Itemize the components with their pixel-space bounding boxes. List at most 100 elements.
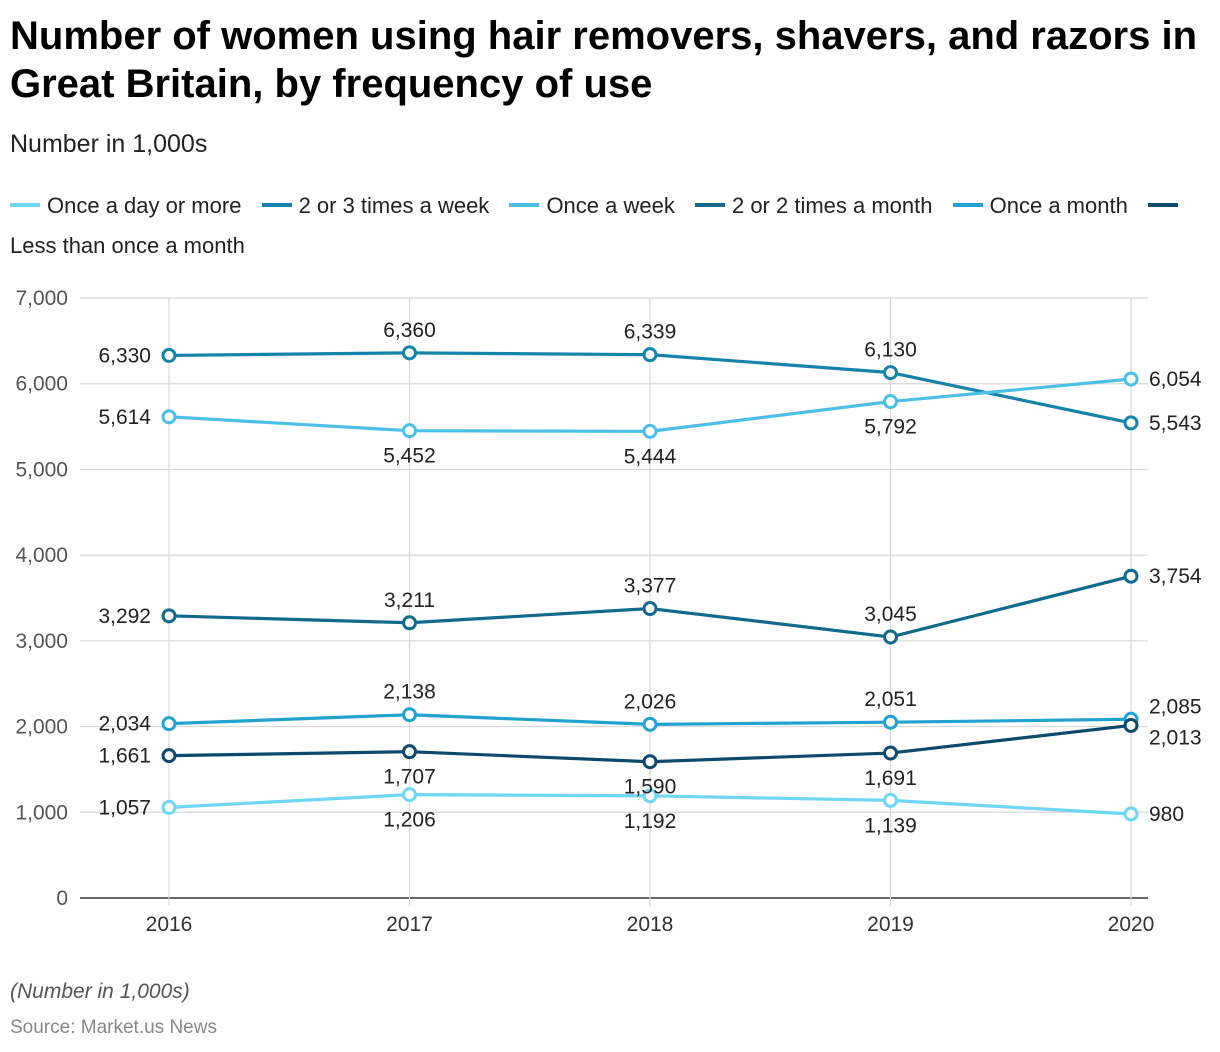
data-label: 5,792 [864,416,917,439]
data-point [642,788,658,804]
x-tick-label: 2016 [146,913,193,936]
data-label: 1,206 [383,809,436,832]
data-point [883,714,898,730]
data-point [402,744,417,760]
data-label: 1,192 [624,810,677,833]
legend-item[interactable]: Once a day or more [10,193,241,218]
legend-item[interactable]: 2 or 3 times a week [261,193,490,218]
data-label: 2,138 [383,681,436,704]
legend-label: Once a month [989,193,1128,218]
data-point [1123,806,1139,822]
data-label: 980 [1149,803,1184,826]
data-point [1123,415,1139,431]
data-label: 3,211 [384,589,435,612]
legend-label: 2 or 2 times a month [731,193,933,218]
legend-label: Once a day or more [47,193,242,218]
y-tick-label: 6,000 [15,373,68,396]
legend-swatch [694,203,725,208]
data-point [642,347,658,363]
data-label: 2,026 [624,690,677,713]
data-point [402,615,417,631]
x-tick-label: 2020 [1108,913,1155,936]
data-label: 1,707 [383,766,436,789]
chart-title: Number of women using hair removers, sha… [10,14,1198,106]
data-label: 3,377 [624,575,677,598]
data-point [642,754,658,770]
data-point [883,394,898,410]
data-label: 6,339 [624,321,677,344]
line-chart: 0 1,000 2,000 3,000 4,000 5,000 6,000 7,000 201… [15,287,1201,936]
data-label: 3,754 [1149,565,1202,588]
x-tick-label: 2018 [627,913,674,936]
data-label: 2,013 [1149,726,1202,749]
y-tick-label: 3,000 [15,630,68,653]
data-label: 1,057 [98,796,151,819]
data-label: 5,452 [383,445,436,468]
data-point [161,716,177,732]
data-label: 3,292 [98,605,151,628]
data-label: 2,085 [1149,695,1202,718]
legend-swatch [1147,203,1178,208]
chart-subtitle: Number in 1,000s [10,130,208,158]
data-label: 2,051 [864,688,917,711]
footnote: (Number in 1,000s) [10,980,190,1003]
x-tick-label: 2017 [386,913,433,936]
legend-label: Less than once a month [10,233,245,258]
legend-item[interactable]: Once a month [952,193,1128,218]
legend-item[interactable]: Less than once a month [10,193,1185,258]
legend-item[interactable]: 2 or 2 times a month [694,193,933,218]
data-label: 6,360 [383,319,436,342]
data-point [161,748,177,764]
data-point [402,345,417,361]
data-label: 6,330 [98,344,151,367]
grid-lines [80,297,1148,906]
data-label: 1,691 [864,767,917,790]
data-label: 3,045 [864,603,917,626]
data-point [161,409,177,425]
data-label: 5,614 [98,406,151,429]
y-tick-label: 1,000 [15,801,68,824]
data-label: 1,139 [864,814,917,837]
y-tick-label: 0 [56,887,68,910]
legend-swatch [952,203,983,208]
x-axis: 2016 2017 2018 2019 2020 [146,913,1155,936]
data-point [883,365,898,381]
x-tick-label: 2019 [867,913,914,936]
source-credit: Source: Market.us News [10,1017,217,1038]
data-point [402,707,417,723]
y-tick-label: 4,000 [15,544,68,567]
data-point [642,601,658,617]
data-point [402,787,417,803]
data-labels: 1,057 1,206 1,192 1,139 980 6,330 6,360 6,339 6,… [98,319,1201,838]
data-point [161,347,177,363]
data-point [1123,717,1139,733]
data-point [1123,371,1139,387]
data-point [883,745,898,761]
y-axis: 0 1,000 2,000 3,000 4,000 5,000 6,000 7,000 [15,287,68,910]
legend-label: 2 or 3 times a week [298,193,490,218]
data-point [161,608,177,624]
legend-swatch [10,203,40,208]
legend-swatch [509,203,540,208]
y-tick-label: 5,000 [15,458,68,481]
series-layer [161,345,1139,822]
data-label: 1,590 [624,776,677,799]
data-point [883,629,898,645]
y-tick-label: 7,000 [15,287,68,310]
data-point [642,423,658,439]
data-label: 1,661 [98,745,151,768]
data-point [642,716,658,732]
data-label: 5,543 [1149,412,1202,435]
legend-swatch [261,203,292,208]
data-point [1123,568,1139,584]
data-point [161,799,177,815]
legend-item[interactable]: Once a week [509,193,675,218]
chart-legend: Once a day or more 2 or 3 times a week O… [10,186,1190,266]
data-label: 2,034 [98,713,151,736]
legend-label: Once a week [546,193,675,218]
data-point [883,792,898,808]
y-tick-label: 2,000 [15,716,68,739]
data-label: 6,054 [1149,368,1202,391]
data-label: 6,130 [864,339,917,362]
data-point [402,423,417,439]
